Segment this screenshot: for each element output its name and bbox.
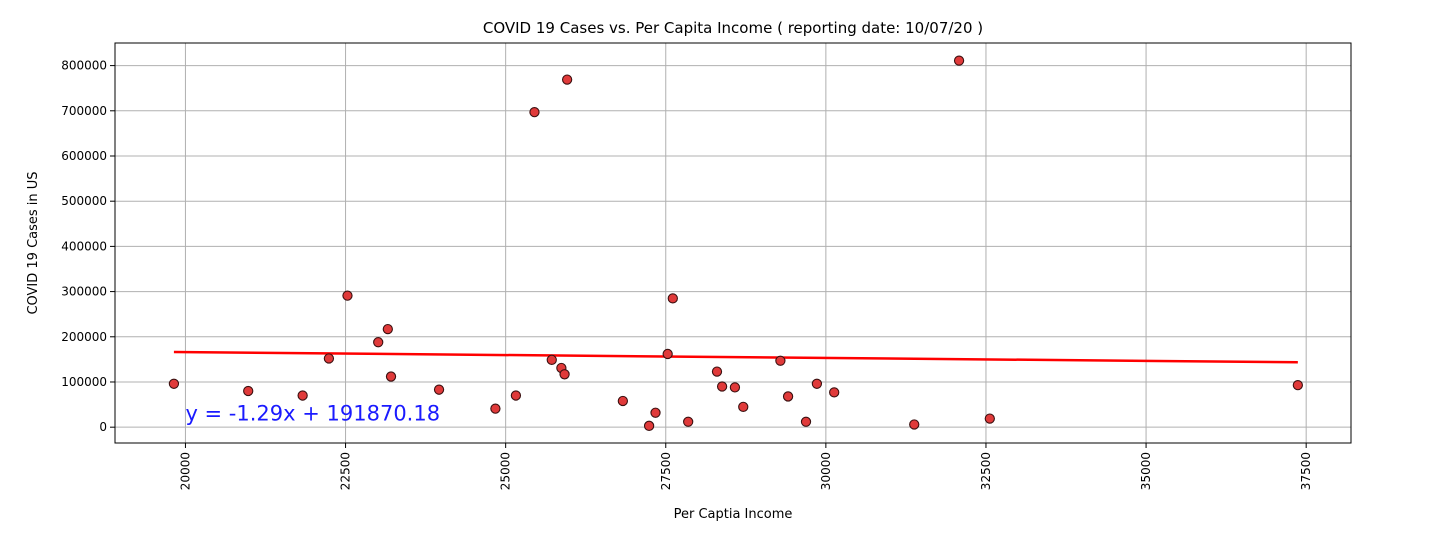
y-tick-label: 600000: [61, 149, 107, 163]
scatter-point: [546, 354, 557, 365]
regression-line: [173, 350, 1298, 364]
scatter-point: [529, 107, 540, 118]
scatter-point: [1292, 379, 1303, 391]
x-tick-label: 32500: [979, 452, 993, 490]
grid-lines: [115, 43, 1351, 443]
chart-title: COVID 19 Cases vs. Per Capita Income ( r…: [483, 19, 983, 37]
scatter-point: [373, 337, 384, 348]
scatter-point: [490, 403, 501, 414]
scatter-point: [775, 355, 786, 366]
scatter-point: [650, 407, 661, 418]
x-tick-label: 27500: [659, 452, 673, 490]
scatter-point: [323, 353, 335, 364]
plot-frame: [114, 42, 1352, 444]
y-axis-ticks: 0 100000 200000 300000 400000 500000 600000 700…: [61, 59, 115, 434]
scatter-point: [953, 55, 965, 66]
scatter-point: [297, 390, 308, 401]
scatter-point: [909, 419, 920, 430]
regression-line-group: [173, 350, 1298, 364]
scatter-point: [342, 290, 353, 301]
scatter-point: [716, 381, 728, 392]
x-tick-label: 35000: [1139, 452, 1153, 490]
y-tick-label: 500000: [61, 194, 107, 208]
scatter-point: [617, 395, 628, 407]
regression-equation: y = -1.29x + 191870.18: [185, 401, 440, 425]
scatter-point: [168, 378, 180, 389]
scatter-point: [811, 378, 823, 389]
x-axis-title: Per Captia Income: [674, 507, 793, 522]
data-points: [168, 55, 1303, 431]
annotation-group: y = -1.29x + 191870.18: [185, 401, 440, 425]
scatter-point: [385, 371, 397, 382]
x-tick-label: 37500: [1299, 452, 1313, 490]
y-tick-label: 0: [99, 420, 107, 434]
scatter-point: [510, 390, 522, 401]
y-axis-title: COVID 19 Cases in US: [26, 171, 41, 314]
scatter-point: [984, 413, 995, 424]
scatter-point: [711, 366, 723, 377]
scatter-point: [243, 385, 254, 397]
y-tick-label: 200000: [61, 330, 107, 344]
y-tick-label: 300000: [61, 285, 107, 299]
scatter-point: [829, 387, 840, 398]
scatter-point: [382, 323, 393, 335]
scatter-point: [643, 420, 655, 431]
scatter-point: [683, 416, 694, 427]
y-tick-label: 100000: [61, 375, 107, 389]
scatter-point: [662, 348, 673, 360]
y-tick-label: 800000: [61, 59, 107, 73]
y-tick-label: 700000: [61, 104, 107, 118]
scatter-point: [561, 74, 573, 85]
scatter-point: [800, 416, 812, 427]
x-axis-ticks: 20000 22500 25000 27500 30000 32500 35000 37500: [178, 443, 1313, 490]
x-tick-label: 20000: [178, 452, 192, 490]
scatter-point: [667, 293, 678, 304]
scatter-point: [559, 369, 570, 380]
scatter-point: [433, 384, 445, 395]
x-tick-label: 25000: [499, 452, 513, 490]
x-tick-label: 22500: [339, 452, 353, 490]
y-tick-label: 400000: [61, 239, 107, 253]
x-tick-label: 30000: [819, 452, 833, 490]
scatter-point: [782, 391, 794, 402]
scatter-point: [738, 401, 749, 412]
scatter-point: [729, 382, 741, 393]
